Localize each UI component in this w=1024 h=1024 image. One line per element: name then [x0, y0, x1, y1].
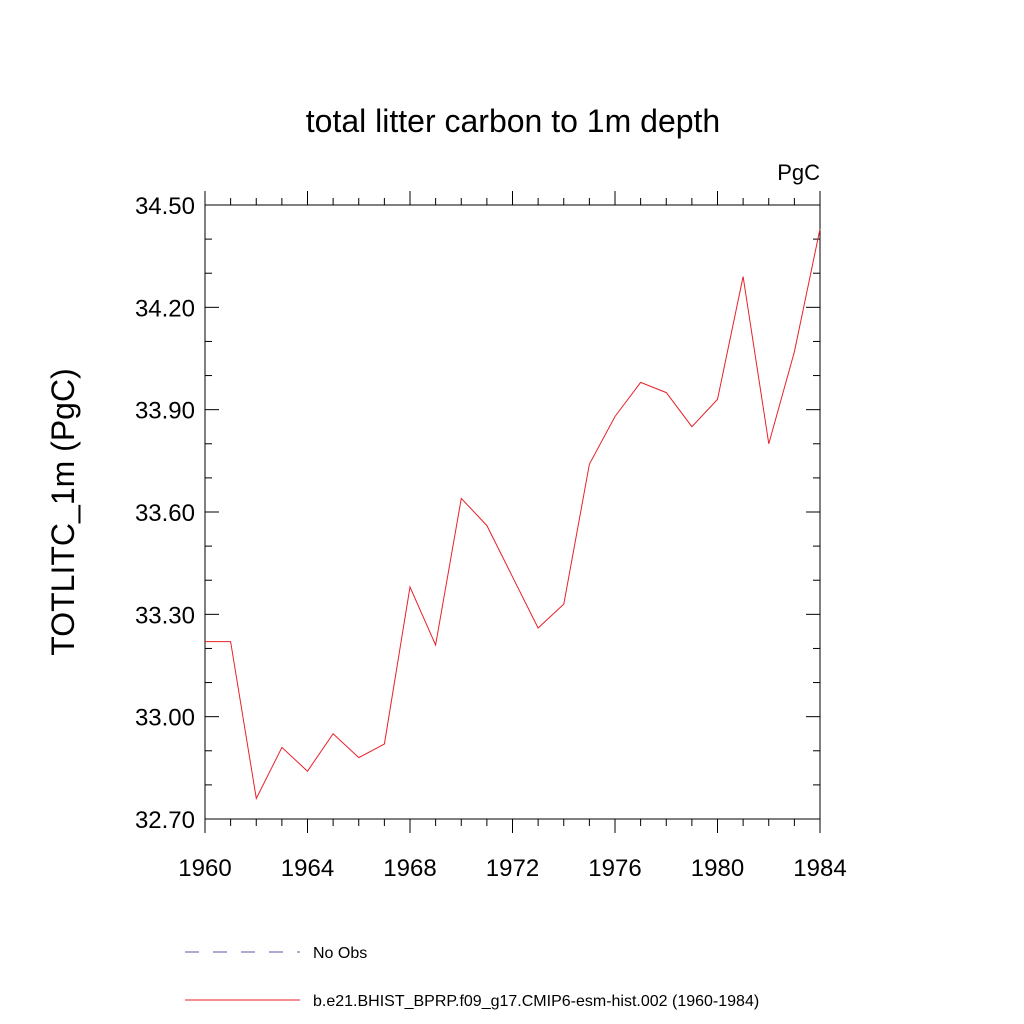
- legend: No Obs b.e21.BHIST_BPRP.f09_g17.CMIP6-es…: [185, 945, 759, 1010]
- chart-title: total litter carbon to 1m depth: [306, 103, 720, 139]
- y-tick-label: 33.30: [135, 602, 195, 629]
- x-tick-label: 1980: [691, 855, 744, 882]
- x-tick-label: 1960: [178, 855, 231, 882]
- legend-label-no-obs: No Obs: [313, 945, 367, 962]
- units-label: PgC: [777, 160, 820, 185]
- x-tick-label: 1968: [383, 855, 436, 882]
- y-tick-label: 34.20: [135, 295, 195, 322]
- plot-frame: [204, 204, 821, 820]
- legend-label-model-run: b.e21.BHIST_BPRP.f09_g17.CMIP6-esm-hist.…: [313, 993, 759, 1010]
- x-tick-label: 1972: [486, 855, 539, 882]
- y-tick-label: 33.00: [135, 705, 195, 732]
- axes: 1960 1964 1968 1972 1976 1980 1984 32.70 33.00 33…: [135, 191, 847, 882]
- series-layer: [205, 228, 821, 801]
- series-line-model-run: [205, 228, 821, 801]
- x-tick-label: 1984: [793, 855, 846, 882]
- x-tick-label: 1964: [281, 855, 334, 882]
- y-tick-label: 33.90: [135, 398, 195, 425]
- y-tick-label: 33.60: [135, 500, 195, 527]
- x-tick-label: 1976: [588, 855, 641, 882]
- y-tick-label: 32.70: [135, 807, 195, 834]
- y-tick-label: 34.50: [135, 193, 195, 220]
- y-axis-label: TOTLITC_1m (PgC): [45, 368, 81, 655]
